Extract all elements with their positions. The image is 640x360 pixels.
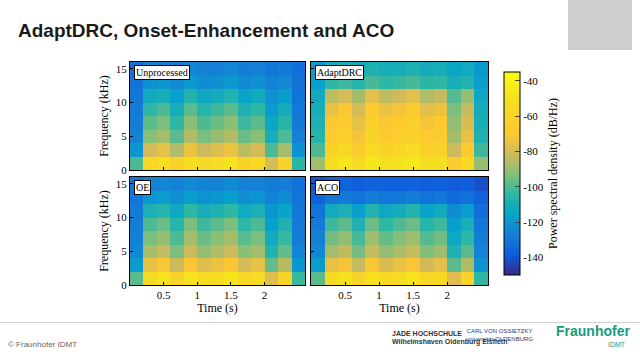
html-text:universität OLDENBURG: universität OLDENBURG [466,336,533,342]
svg-text:10: 10 [116,211,128,223]
svg-text:15: 15 [116,63,128,75]
svg-text:2: 2 [262,289,268,301]
html-text:© Fraunhofer IDMT: © Fraunhofer IDMT [8,340,77,349]
svg-text:Time (s): Time (s) [379,301,420,315]
html-text:AdaptDRC, Onset-Enhancement an: AdaptDRC, Onset-Enhancement and ACO [18,20,395,41]
svg-text:Frequency (kHz): Frequency (kHz) [97,75,111,157]
svg-text:10: 10 [116,96,128,108]
html-text:IDMT: IDMT [608,341,626,348]
svg-text:1.5: 1.5 [406,289,420,301]
html-text:Wilhelmshaven Oldenburg Elsfle: Wilhelmshaven Oldenburg Elsfleth [392,338,508,345]
html-text:Fraunhofer: Fraunhofer [556,323,630,339]
svg-text:1: 1 [376,289,382,301]
svg-text:AdaptDRC: AdaptDRC [317,67,362,78]
svg-text:ACO: ACO [317,182,338,193]
html-text:CARL VON OSSIETZKY: CARL VON OSSIETZKY [466,328,533,334]
svg-text:-140: -140 [523,251,544,263]
svg-text:Time (s): Time (s) [197,301,238,315]
svg-text:Unprocessed: Unprocessed [136,67,188,78]
svg-text:0: 0 [121,279,127,291]
svg-text:5: 5 [121,245,127,257]
svg-text:-40: -40 [523,75,538,87]
html-text:JADE HOCHSCHULE: JADE HOCHSCHULE [392,330,462,337]
svg-text:OE: OE [136,182,149,193]
svg-text:2: 2 [444,289,450,301]
svg-text:Power spectral density (dB/Hz): Power spectral density (dB/Hz) [546,98,560,249]
svg-text:1: 1 [195,289,201,301]
svg-text:15: 15 [116,178,128,190]
svg-text:0.5: 0.5 [157,289,171,301]
svg-text:-60: -60 [523,110,538,122]
svg-text:-120: -120 [523,216,544,228]
svg-text:0.5: 0.5 [338,289,352,301]
svg-text:1.5: 1.5 [224,289,238,301]
svg-text:-80: -80 [523,145,538,157]
svg-text:5: 5 [121,130,127,142]
svg-text:0: 0 [121,164,127,176]
svg-text:-100: -100 [523,181,544,193]
svg-text:Frequency (kHz): Frequency (kHz) [97,190,111,272]
